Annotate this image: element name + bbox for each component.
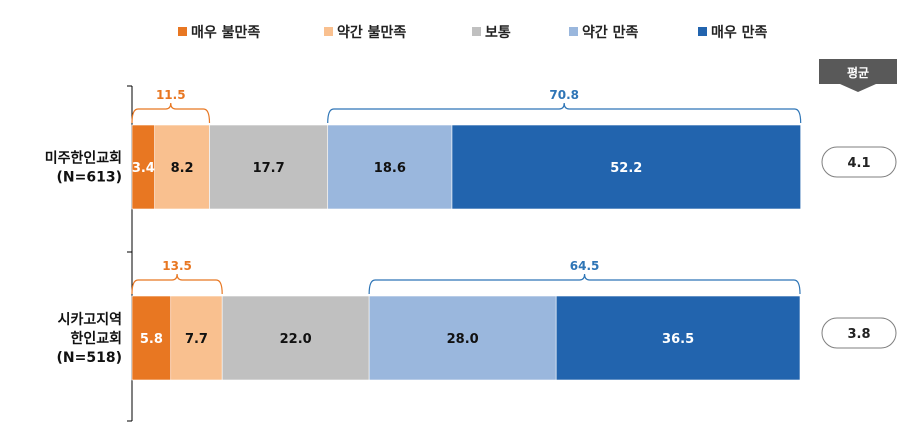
bracket-label: 64.5	[570, 259, 600, 273]
average-pill	[821, 317, 897, 349]
legend-label: 매우 불만족	[191, 25, 260, 41]
legend-swatch	[472, 27, 481, 36]
legend-swatch	[698, 27, 707, 36]
legend-label: 매우 만족	[711, 25, 768, 41]
bracket	[131, 102, 211, 124]
brackets: 11.5 70.8 13.5 64.5	[131, 88, 802, 295]
bracket	[131, 273, 223, 295]
legend-label: 약간 불만족	[337, 24, 406, 41]
bracket	[327, 102, 802, 124]
bracket-label: 70.8	[549, 88, 579, 102]
data-label: 52.2	[610, 161, 642, 176]
category-label: 미주한인교회	[45, 150, 122, 167]
data-label: 8.2	[171, 161, 194, 176]
category-label: (N=518)	[57, 350, 122, 366]
legend-item: 약간 불만족	[324, 24, 406, 41]
legend-swatch	[178, 27, 187, 36]
averages: 평균 4.1 3.8	[819, 59, 897, 349]
data-label: 17.7	[253, 161, 285, 176]
bars: 3.4 8.2 17.7 18.6 52.2 5.8 7.7 22.0 28.0 36.5	[131, 124, 801, 381]
legend-item: 보통	[472, 25, 511, 41]
data-label: 5.8	[140, 332, 163, 347]
average-header-arrow	[819, 59, 897, 92]
bar-segment	[221, 295, 370, 381]
bar-segment	[555, 295, 801, 381]
average-pill	[821, 146, 897, 178]
category-label: 시카고지역	[58, 311, 122, 328]
data-label: 18.6	[374, 161, 406, 176]
bar-segment	[209, 124, 329, 210]
bracket	[368, 273, 801, 295]
data-label: 28.0	[447, 332, 479, 347]
legend-swatch	[569, 27, 578, 36]
bar-segment	[368, 295, 557, 381]
bar-segment	[131, 295, 172, 381]
category-label: 한인교회	[70, 330, 122, 347]
bracket-label: 13.5	[162, 259, 192, 273]
bar-segment	[327, 124, 453, 210]
legend-label: 보통	[485, 25, 511, 41]
legend: 매우 불만족 약간 불만족 보통 약간 만족 매우 만족	[178, 24, 768, 41]
legend-label: 약간 만족	[582, 24, 639, 41]
legend-swatch	[324, 27, 333, 36]
bar-segment	[154, 124, 210, 210]
legend-item: 매우 불만족	[178, 25, 260, 41]
category-label: (N=613)	[57, 170, 122, 186]
bar-segment	[451, 124, 801, 210]
data-label: 36.5	[662, 332, 694, 347]
legend-item: 약간 만족	[569, 24, 639, 41]
average-value: 4.1	[847, 156, 870, 171]
data-label: 22.0	[280, 332, 312, 347]
average-value: 3.8	[847, 327, 870, 342]
bracket-label: 11.5	[156, 88, 186, 102]
legend-item: 매우 만족	[698, 25, 768, 41]
average-header-label: 평균	[847, 66, 869, 80]
data-label: 3.4	[132, 161, 155, 176]
bar-segment	[170, 295, 223, 381]
data-label: 7.7	[185, 332, 208, 347]
